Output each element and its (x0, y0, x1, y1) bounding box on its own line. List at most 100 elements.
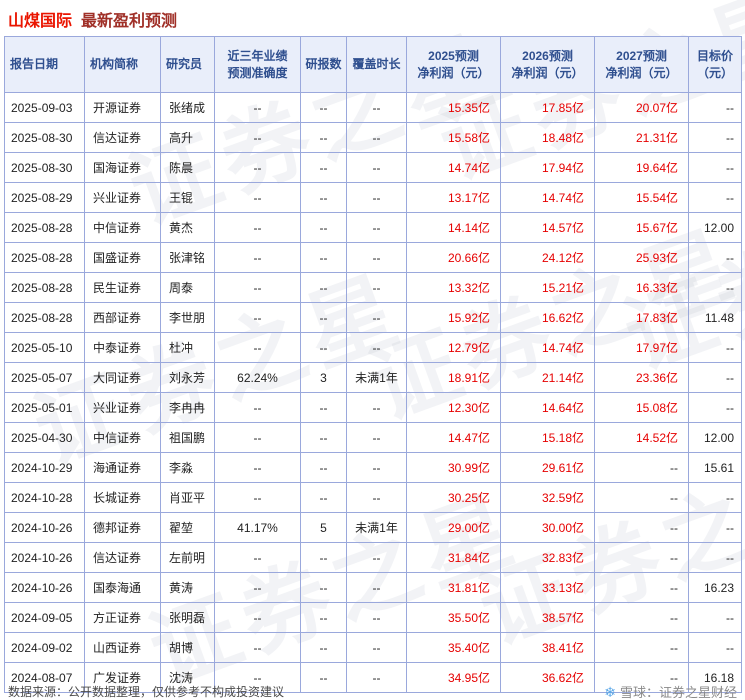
cell-report-date: 2024-10-28 (4, 482, 85, 513)
cell-forecast-2026: 21.14亿 (500, 362, 595, 393)
table-row: 2024-10-26 国泰海通 黄涛 -- -- -- 31.81亿 33.13亿 -- 16.2… (4, 572, 742, 603)
cell-report-count: -- (300, 392, 347, 423)
cell-coverage: -- (346, 482, 407, 513)
cell-institution: 中泰证券 (84, 332, 161, 363)
cell-forecast-2027: 15.54亿 (594, 182, 689, 213)
cell-forecast-2027: 20.07亿 (594, 92, 689, 123)
cell-forecast-2026: 33.13亿 (500, 572, 595, 603)
table-row: 2024-10-26 德邦证券 翟堃 41.17% 5 未满1年 29.00亿 30.00亿 -… (4, 512, 742, 543)
table-row: 2024-08-07 广发证券 沈涛 -- -- -- 34.95亿 36.62亿 -- 16.1… (4, 662, 742, 693)
cell-forecast-2026: 32.59亿 (500, 482, 595, 513)
cell-target-price: -- (688, 272, 742, 303)
cell-accuracy: -- (214, 542, 301, 573)
brand-text: 雪球：证券之星财经 (619, 685, 737, 700)
table-row: 2024-09-05 方正证券 张明磊 -- -- -- 35.50亿 38.57亿 -- -- (4, 602, 742, 633)
cell-forecast-2027: -- (594, 512, 689, 543)
table-header: 报告日期 机构简称 研究员 近三年业绩 预测准确度 研报数 覆盖时长 2025预测 净利润（元）… (4, 36, 742, 93)
cell-forecast-2026: 14.74亿 (500, 182, 595, 213)
cell-coverage: -- (346, 152, 407, 183)
cell-coverage: -- (346, 452, 407, 483)
cell-target-price: 11.48 (688, 302, 742, 333)
cell-institution: 兴业证券 (84, 182, 161, 213)
cell-forecast-2025: 12.79亿 (406, 332, 501, 363)
cell-report-count: -- (300, 242, 347, 273)
cell-researcher: 祖国鹏 (160, 422, 215, 453)
cell-coverage: -- (346, 572, 407, 603)
cell-forecast-2025: 30.25亿 (406, 482, 501, 513)
cell-researcher: 黄涛 (160, 572, 215, 603)
cell-accuracy: -- (214, 122, 301, 153)
cell-coverage: -- (346, 122, 407, 153)
table-row: 2024-10-26 信达证券 左前明 -- -- -- 31.84亿 32.83亿 -- -- (4, 542, 742, 573)
cell-target-price: -- (688, 152, 742, 183)
cell-forecast-2026: 15.21亿 (500, 272, 595, 303)
cell-researcher: 张绪成 (160, 92, 215, 123)
cell-forecast-2026: 17.94亿 (500, 152, 595, 183)
cell-report-date: 2025-08-28 (4, 302, 85, 333)
cell-report-count: -- (300, 122, 347, 153)
cell-forecast-2026: 15.18亿 (500, 422, 595, 453)
cell-institution: 广发证券 (84, 662, 161, 693)
cell-accuracy: 62.24% (214, 362, 301, 393)
cell-report-count: -- (300, 662, 347, 693)
cell-coverage: -- (346, 392, 407, 423)
cell-target-price: -- (688, 632, 742, 663)
cell-researcher: 高升 (160, 122, 215, 153)
cell-coverage: -- (346, 542, 407, 573)
cell-forecast-2025: 12.30亿 (406, 392, 501, 423)
cell-report-date: 2025-04-30 (4, 422, 85, 453)
cell-accuracy: -- (214, 332, 301, 363)
cell-target-price: 12.00 (688, 212, 742, 243)
cell-forecast-2025: 13.32亿 (406, 272, 501, 303)
cell-target-price: -- (688, 122, 742, 153)
table-row: 2024-09-02 山西证券 胡博 -- -- -- 35.40亿 38.41亿 -- -- (4, 632, 742, 663)
cell-coverage: 未满1年 (346, 512, 407, 543)
footer: 数据来源：公开数据整理，仅供参考不构成投资建议 ❄ 雪球：证券之星财经 (0, 682, 745, 700)
cell-forecast-2027: -- (594, 572, 689, 603)
column-header: 2027预测 净利润（元） (594, 36, 689, 93)
cell-institution: 长城证券 (84, 482, 161, 513)
cell-institution: 开源证券 (84, 92, 161, 123)
cell-target-price: 16.18 (688, 662, 742, 693)
cell-institution: 中信证券 (84, 212, 161, 243)
column-header: 覆盖时长 (346, 36, 407, 93)
cell-forecast-2025: 30.99亿 (406, 452, 501, 483)
cell-accuracy: -- (214, 422, 301, 453)
cell-forecast-2027: 15.67亿 (594, 212, 689, 243)
cell-institution: 国泰海通 (84, 572, 161, 603)
cell-coverage: -- (346, 602, 407, 633)
cell-accuracy: -- (214, 482, 301, 513)
cell-target-price: 15.61 (688, 452, 742, 483)
cell-institution: 海通证券 (84, 452, 161, 483)
cell-forecast-2026: 32.83亿 (500, 542, 595, 573)
table-row: 2025-05-07 大同证券 刘永芳 62.24% 3 未满1年 18.91亿 21.14亿… (4, 362, 742, 393)
cell-target-price: 12.00 (688, 422, 742, 453)
cell-target-price: -- (688, 392, 742, 423)
cell-institution: 信达证券 (84, 122, 161, 153)
cell-forecast-2026: 14.64亿 (500, 392, 595, 423)
cell-accuracy: -- (214, 182, 301, 213)
table-body: 2025-09-03 开源证券 张绪成 -- -- -- 15.35亿 17.85亿 20.07… (4, 92, 742, 693)
cell-forecast-2026: 38.57亿 (500, 602, 595, 633)
cell-report-date: 2025-09-03 (4, 92, 85, 123)
cell-forecast-2026: 30.00亿 (500, 512, 595, 543)
cell-forecast-2027: 15.08亿 (594, 392, 689, 423)
cell-report-date: 2025-08-28 (4, 242, 85, 273)
table-row: 2025-09-03 开源证券 张绪成 -- -- -- 15.35亿 17.85亿 20.07… (4, 92, 742, 123)
cell-researcher: 肖亚平 (160, 482, 215, 513)
cell-report-count: -- (300, 572, 347, 603)
cell-report-count: -- (300, 212, 347, 243)
cell-forecast-2025: 31.84亿 (406, 542, 501, 573)
cell-report-count: 5 (300, 512, 347, 543)
cell-forecast-2026: 29.61亿 (500, 452, 595, 483)
cell-report-count: -- (300, 182, 347, 213)
cell-forecast-2026: 18.48亿 (500, 122, 595, 153)
cell-forecast-2025: 14.47亿 (406, 422, 501, 453)
column-header: 机构简称 (84, 36, 161, 93)
cell-target-price: -- (688, 542, 742, 573)
cell-forecast-2025: 15.35亿 (406, 92, 501, 123)
cell-target-price: -- (688, 242, 742, 273)
cell-accuracy: -- (214, 152, 301, 183)
cell-report-date: 2025-05-10 (4, 332, 85, 363)
